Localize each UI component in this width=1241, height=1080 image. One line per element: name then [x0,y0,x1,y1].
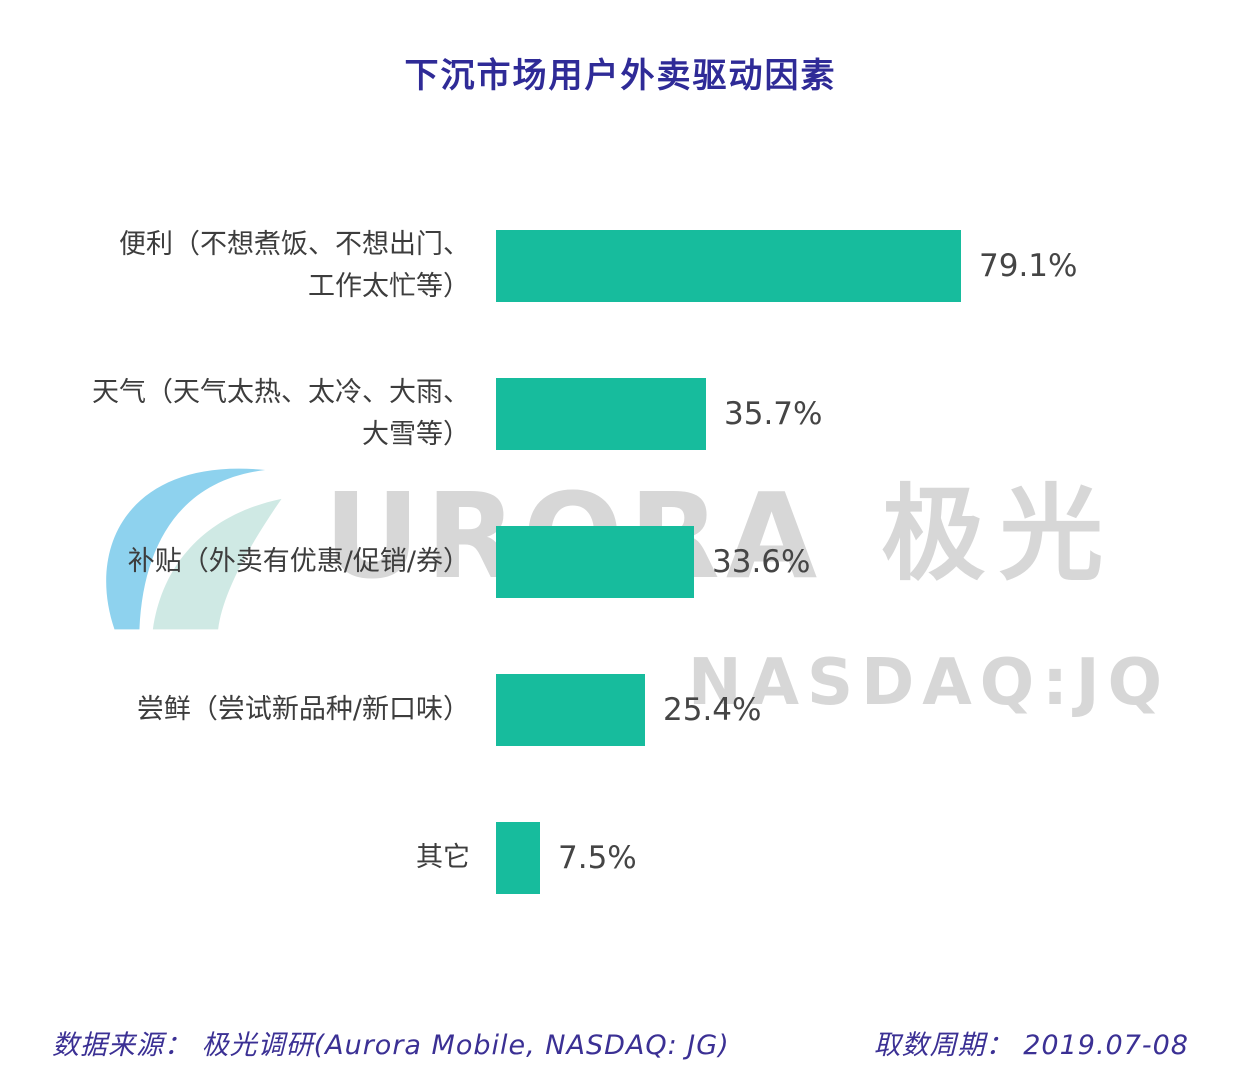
value-label: 33.6% [712,544,811,580]
bar-track: 79.1% [496,230,1241,302]
page-title: 下沉市场用户外卖驱动因素 [404,56,837,96]
bar-track: 33.6% [496,526,1241,598]
bar [496,674,645,746]
category-label: 天气（天气太热、太冷、大雨、 大雪等） [92,377,470,450]
category-label: 其它 [416,842,470,874]
data-period-note: 取数周期： 2019.07-08 [873,1030,1189,1061]
bar-row: 其它 7.5% [0,822,1241,894]
category-label: 尝鲜（尝试新品种/新口味） [136,694,470,726]
bar [496,822,540,894]
value-label: 7.5% [558,840,637,876]
footer: 数据来源： 极光调研(Aurora Mobile, NASDAQ: JG) 取数… [0,1023,1241,1062]
bar-row: 补贴（外卖有优惠/促销/券） 33.6% [0,526,1241,598]
category-label: 便利（不想煮饭、不想出门、 工作太忙等） [119,229,470,302]
value-label: 25.4% [663,692,762,728]
bar [496,230,961,302]
category-label: 补贴（外卖有优惠/促销/券） [127,546,470,578]
bar [496,378,706,450]
data-source-note: 数据来源： 极光调研(Aurora Mobile, NASDAQ: JG) [52,1030,730,1061]
bar-row: 便利（不想煮饭、不想出门、 工作太忙等） 79.1% [0,229,1241,302]
value-label: 35.7% [724,396,823,432]
bar-row: 尝鲜（尝试新品种/新口味） 25.4% [0,674,1241,746]
chart-rows: 便利（不想煮饭、不想出门、 工作太忙等） 79.1% 天气（天气太热、太冷、大雨、 … [0,229,1241,970]
bar-row: 天气（天气太热、太冷、大雨、 大雪等） 35.7% [0,377,1241,450]
bar-track: 7.5% [496,822,1241,894]
bar [496,526,694,598]
bar-track: 25.4% [496,674,1241,746]
value-label: 79.1% [979,248,1078,284]
bar-track: 35.7% [496,378,1241,450]
